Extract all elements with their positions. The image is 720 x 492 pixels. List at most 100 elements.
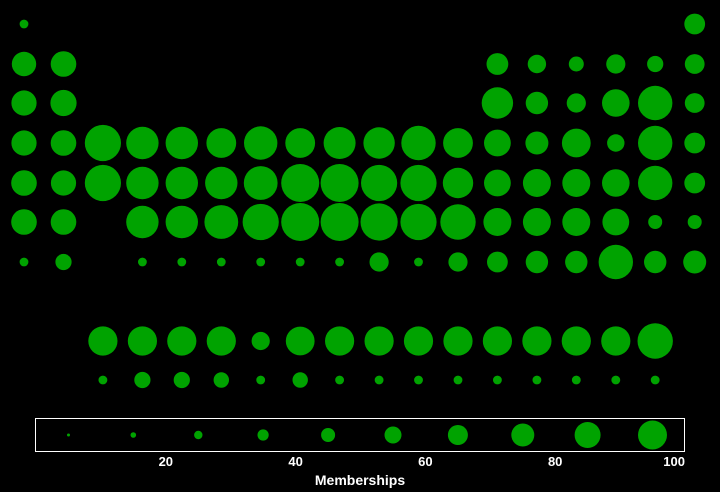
bubble-r10-g16 — [611, 375, 621, 385]
bubble-r5-g10 — [361, 164, 398, 202]
x-axis-title: Memberships — [315, 472, 405, 488]
bubble-r5-g7 — [243, 166, 278, 200]
bubble-r2-g17 — [647, 55, 664, 73]
bubble-r6-g18 — [687, 215, 702, 229]
bubble-r4-g10 — [363, 127, 395, 159]
bubble-r9-g15 — [561, 326, 591, 356]
bubble-r9-g4 — [127, 326, 157, 356]
bubble-r9-g6 — [206, 326, 236, 356]
bubble-r6-g16 — [602, 208, 630, 236]
bubble-r6-g12 — [440, 204, 476, 240]
bubble-r6-g11 — [400, 203, 437, 241]
bubble-r9-g5 — [167, 326, 197, 356]
bubble-r7-g13 — [487, 251, 508, 273]
bubble-r6-g17 — [648, 215, 663, 229]
bubble-r5-g6 — [205, 166, 238, 200]
bubble-r9-g9 — [325, 326, 355, 356]
bubble-r1-g1 — [19, 19, 29, 29]
bubble-r6-g9 — [320, 203, 359, 241]
bubble-r5-g11 — [400, 164, 437, 202]
bubble-r9-g13 — [482, 326, 512, 356]
bubble-r5-g4 — [126, 166, 159, 200]
bubble-r9-g11 — [403, 326, 434, 356]
bubble-r9-g3 — [88, 326, 118, 356]
bubble-r5-g13 — [484, 169, 511, 197]
bubble-r7-g17 — [644, 250, 667, 274]
size-legend-frame — [35, 418, 685, 452]
bubble-r10-g14 — [532, 375, 542, 385]
bubble-r5-g3 — [84, 164, 121, 202]
legend-bubble-25 — [194, 430, 203, 440]
bubble-r2-g15 — [568, 56, 584, 72]
bubble-r3-g16 — [602, 89, 630, 117]
bubble-r7-g4 — [138, 257, 147, 267]
bubble-r5-g16 — [602, 169, 630, 197]
legend-bubble-85 — [574, 422, 601, 448]
bubble-r9-g7 — [251, 331, 270, 351]
bubble-r7-g2 — [55, 253, 72, 271]
bubble-r4-g14 — [525, 131, 549, 155]
x-axis-ticks: 20 40 60 80 100 — [159, 454, 685, 469]
legend-bubble-65 — [447, 425, 468, 445]
bubble-r6-g7 — [242, 203, 279, 241]
x-tick-label: 80 — [548, 454, 562, 469]
bubble-r7-g15 — [565, 250, 588, 274]
bubble-r5-g14 — [522, 169, 551, 197]
bubble-r1-g18 — [684, 13, 706, 35]
bubble-r5-g15 — [562, 169, 591, 197]
bubble-r7-g1 — [19, 257, 29, 267]
bubble-r2-g18 — [684, 54, 705, 74]
bubble-r7-g14 — [525, 250, 549, 274]
bubble-r6-g5 — [165, 205, 198, 239]
bubble-r7-g6 — [216, 257, 226, 267]
bubble-r10-g4 — [134, 371, 151, 389]
legend-bubble-5 — [67, 433, 70, 437]
bubble-r5-g18 — [684, 172, 706, 194]
bubble-r10-g9 — [335, 375, 344, 385]
x-tick-label: 40 — [288, 454, 302, 469]
bubble-r7-g8 — [295, 257, 305, 267]
bubble-r6-g4 — [126, 205, 159, 239]
bubble-r7-g7 — [256, 257, 266, 267]
bubble-r3-g14 — [525, 91, 549, 115]
bubble-r6-g1 — [11, 209, 37, 235]
bubble-r5-g12 — [442, 167, 474, 199]
bubble-r5-g8 — [281, 164, 320, 202]
bubble-r3-g2 — [50, 89, 77, 117]
bubble-r10-g6 — [213, 372, 229, 388]
bubble-r3-g15 — [566, 93, 586, 113]
x-tick-label: 100 — [663, 454, 685, 469]
bubble-r4-g11 — [401, 125, 436, 161]
size-legend — [67, 420, 667, 450]
bubble-r10-g12 — [453, 375, 463, 385]
legend-bubble-75 — [511, 423, 535, 447]
bubble-r9-g17 — [637, 323, 673, 359]
bubble-r2-g13 — [486, 53, 509, 75]
bubble-r2-g16 — [606, 54, 626, 74]
bubble-r4-g17 — [638, 125, 673, 161]
bubble-r10-g7 — [256, 375, 266, 385]
bubble-r3-g13 — [481, 87, 514, 119]
bubble-r4-g8 — [285, 128, 316, 158]
bubble-r10-g13 — [493, 375, 502, 385]
bubble-r4-g18 — [684, 132, 706, 154]
bubble-r4-g15 — [561, 128, 591, 158]
bubble-r10-g10 — [374, 375, 384, 385]
bubble-r2-g1 — [11, 51, 37, 77]
bubble-r7-g12 — [448, 252, 468, 272]
bubble-r9-g8 — [285, 326, 315, 356]
bubble-r4-g2 — [50, 130, 77, 156]
bubble-r9-g12 — [443, 326, 473, 356]
bubble-r4-g12 — [443, 128, 473, 158]
bubble-r10-g3 — [98, 375, 108, 385]
bubble-r7-g18 — [683, 250, 707, 274]
x-tick-label: 20 — [159, 454, 173, 469]
bubble-series — [11, 13, 707, 389]
bubble-r5-g2 — [50, 170, 77, 196]
bubble-r9-g16 — [601, 326, 631, 356]
bubble-r10-g17 — [650, 375, 660, 385]
bubble-r4-g16 — [607, 134, 625, 152]
bubble-r7-g5 — [177, 257, 187, 267]
bubble-r4-g5 — [165, 126, 198, 160]
